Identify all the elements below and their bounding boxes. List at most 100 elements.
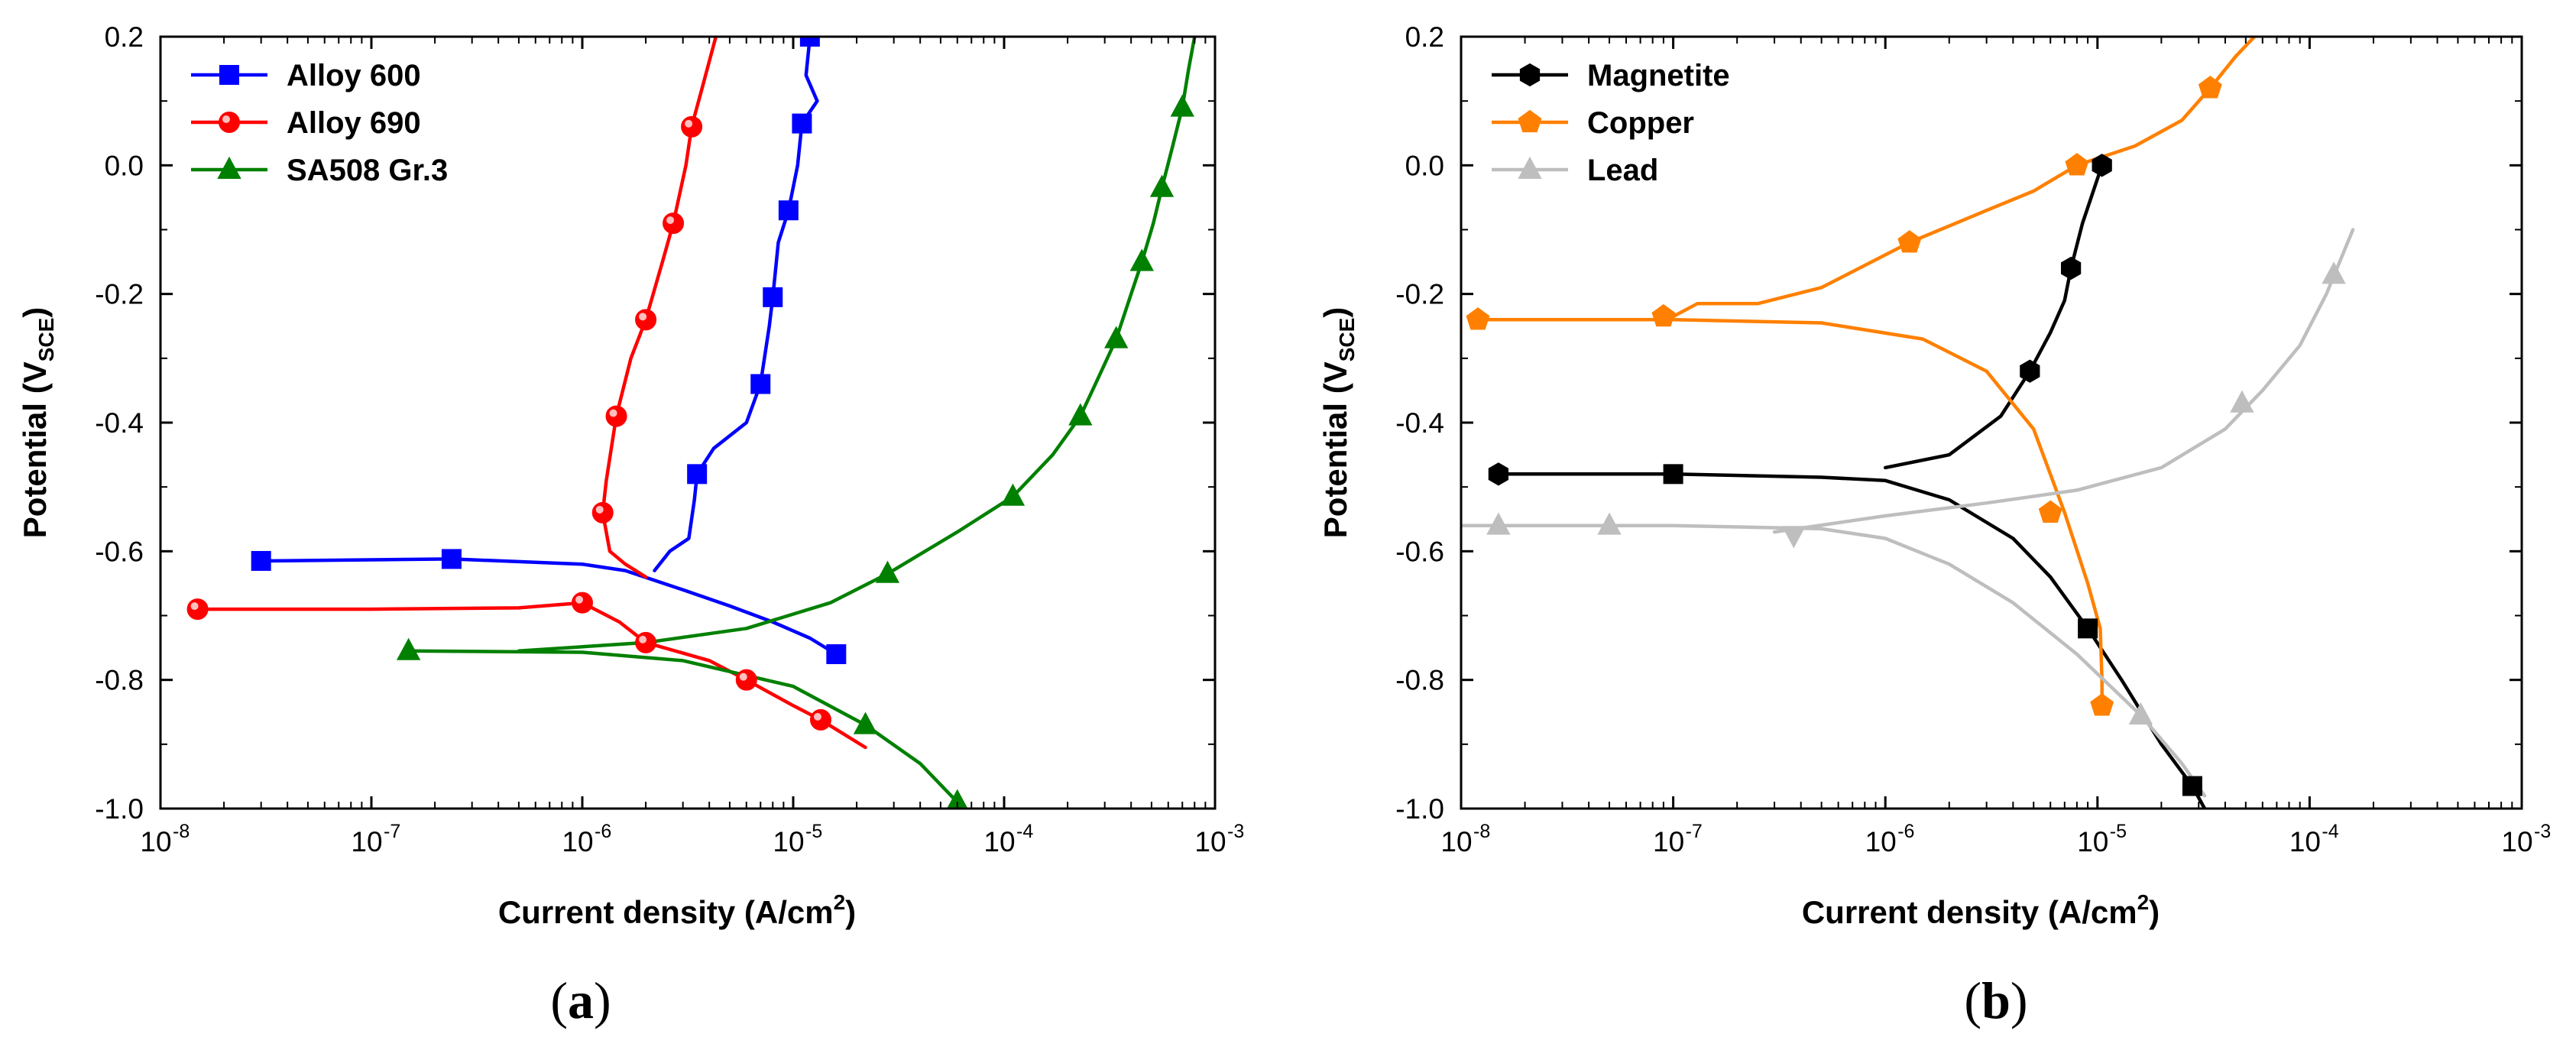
data-point-alloy-690 <box>186 598 209 621</box>
chart-panel-b: 10 -8 10 -7 10 -6 10 -5 10 -4 10 -30.20.0-0.2-0.4-0… <box>1317 21 2551 1029</box>
data-point-alloy-690 <box>635 631 657 653</box>
x-tick-label: 10 <box>1440 826 1472 857</box>
data-point-sa508-gr-3 <box>1129 248 1154 271</box>
panel-label: (b) <box>1964 971 2027 1029</box>
data-point-alloy-690-highlight <box>666 216 675 225</box>
x-tick-exponent: -5 <box>805 821 822 842</box>
y-tick-label: -0.8 <box>1395 665 1444 696</box>
legend-label: Magnetite <box>1587 59 1730 92</box>
data-point-alloy-600 <box>763 287 783 307</box>
data-point-alloy-690 <box>681 115 703 138</box>
legend-marker <box>217 156 241 179</box>
data-point-copper <box>2038 500 2062 523</box>
y-tick-label: -0.2 <box>95 279 144 310</box>
y-axis-title: Potential (VSCE) <box>17 307 58 539</box>
data-point-copper <box>1897 230 1922 253</box>
data-point-magnetite <box>2092 154 2112 177</box>
data-point-sa508-gr-3 <box>1170 94 1194 117</box>
x-tick-label: 10 <box>351 826 382 857</box>
data-point-copper <box>2198 76 2222 99</box>
y-axis-title: Potential (VSCE) <box>1317 307 1359 539</box>
data-point-magnetite <box>2060 256 2082 280</box>
y-tick-label: 0.2 <box>1405 21 1444 53</box>
x-axis: 10 -8 10 -7 10 -6 10 -5 10 -4 10 -3 <box>140 37 1244 857</box>
data-point-alloy-690-highlight <box>813 712 821 721</box>
legend-marker <box>1519 63 1541 87</box>
data-point-magnetite-square <box>2078 618 2098 639</box>
x-tick-exponent: -4 <box>2322 821 2338 842</box>
data-point-alloy-600 <box>826 644 847 664</box>
y-tick-label: -0.6 <box>95 536 144 567</box>
data-point-alloy-600 <box>750 374 771 394</box>
data-point-alloy-690 <box>591 501 614 524</box>
x-tick-label: 10 <box>1194 826 1226 857</box>
data-point-alloy-690 <box>605 405 627 427</box>
legend-marker <box>219 65 239 85</box>
x-tick-exponent: -3 <box>2534 821 2551 842</box>
y-tick-label: -0.4 <box>95 407 144 439</box>
legend-marker-highlight <box>222 115 230 123</box>
legend: Magnetite Copper Lead <box>1492 59 1730 187</box>
series-line-magnetite-cathodic <box>1496 472 2207 809</box>
data-point-alloy-600 <box>792 113 812 134</box>
legend-marker <box>219 112 240 133</box>
y-axis: 0.2 0.0 -0.2 -0.4 -0.6 -0.8 -1.0 <box>95 21 1215 825</box>
data-point-sa508-gr-3 <box>1000 483 1026 506</box>
y-axis: 0.2 0.0 -0.2 -0.4 -0.6 -0.8 -1.0 <box>1395 21 2522 825</box>
data-point-sa508-gr-3 <box>1104 326 1129 348</box>
data-point-lead <box>1597 512 1622 535</box>
x-axis-title: Current density (A/cm2) <box>498 890 856 930</box>
data-point-copper <box>2065 153 2089 176</box>
data-point-lead-inverted <box>1781 526 1806 549</box>
x-tick-exponent: -5 <box>2110 821 2127 842</box>
data-point-magnetite-square <box>1663 464 1683 485</box>
x-tick-exponent: -4 <box>1016 821 1033 842</box>
x-axis-title: Current density (A/cm2) <box>1802 890 2160 930</box>
series-line-magnetite-anodic <box>1883 164 2104 470</box>
series-line-copper-anodic <box>1671 37 2257 319</box>
y-tick-label: -0.4 <box>1395 407 1444 439</box>
data-point-sa508-gr-3 <box>1068 403 1093 426</box>
legend-label: Alloy 600 <box>287 59 421 92</box>
data-point-alloy-690-highlight <box>190 602 199 611</box>
data-point-magnetite-square <box>2182 776 2202 796</box>
panel-label: (a) <box>550 971 611 1029</box>
y-tick-label: -1.0 <box>1395 793 1444 825</box>
data-point-alloy-600 <box>778 200 799 221</box>
data-point-alloy-690-highlight <box>575 595 583 604</box>
data-point-copper <box>1651 303 1676 327</box>
series-line-alloy-690-anodic <box>601 37 718 579</box>
series-line-lead-cathodic <box>1461 524 2207 798</box>
data-point-alloy-600 <box>441 549 462 569</box>
x-tick-label: 10 <box>562 826 593 857</box>
x-tick-exponent: -7 <box>1686 821 1703 842</box>
data-point-lead <box>2230 390 2254 413</box>
y-tick-label: 0.0 <box>105 150 144 181</box>
data-point-lead <box>1486 512 1511 535</box>
legend-marker <box>1518 109 1542 133</box>
chart-panel-a: 10 -8 10 -7 10 -6 10 -5 10 -4 10 -30.20.0-0.2-0.4-0… <box>17 21 1244 1029</box>
data-point-alloy-690 <box>809 708 831 731</box>
y-tick-label: -0.8 <box>95 665 144 696</box>
series-group <box>186 37 1197 809</box>
x-tick-label: 10 <box>1653 826 1684 857</box>
series-line-lead-anodic <box>1772 228 2355 534</box>
data-point-alloy-600 <box>799 37 820 47</box>
data-point-alloy-690-highlight <box>739 673 747 681</box>
series-line-sa508-gr-3-anodic <box>517 37 1197 653</box>
x-tick-label: 10 <box>1865 826 1897 857</box>
series-line-sa508-gr-3-cathodic <box>407 649 960 804</box>
data-point-copper <box>1466 307 1490 330</box>
x-tick-label: 10 <box>140 826 171 857</box>
data-point-sa508-gr-3 <box>1149 174 1175 197</box>
x-axis: 10 -8 10 -7 10 -6 10 -5 10 -4 10 -3 <box>1440 37 2551 857</box>
data-point-alloy-690-highlight <box>595 505 604 514</box>
x-tick-exponent: -3 <box>1227 821 1244 842</box>
y-tick-label: 0.0 <box>1405 150 1444 181</box>
x-tick-exponent: -6 <box>595 821 611 842</box>
data-point-lead <box>2322 261 2346 284</box>
y-tick-label: -0.6 <box>1395 536 1444 567</box>
legend: Alloy 600 Alloy 690 SA508 Gr.3 <box>191 59 448 187</box>
series-line-alloy-600-cathodic <box>259 557 838 656</box>
